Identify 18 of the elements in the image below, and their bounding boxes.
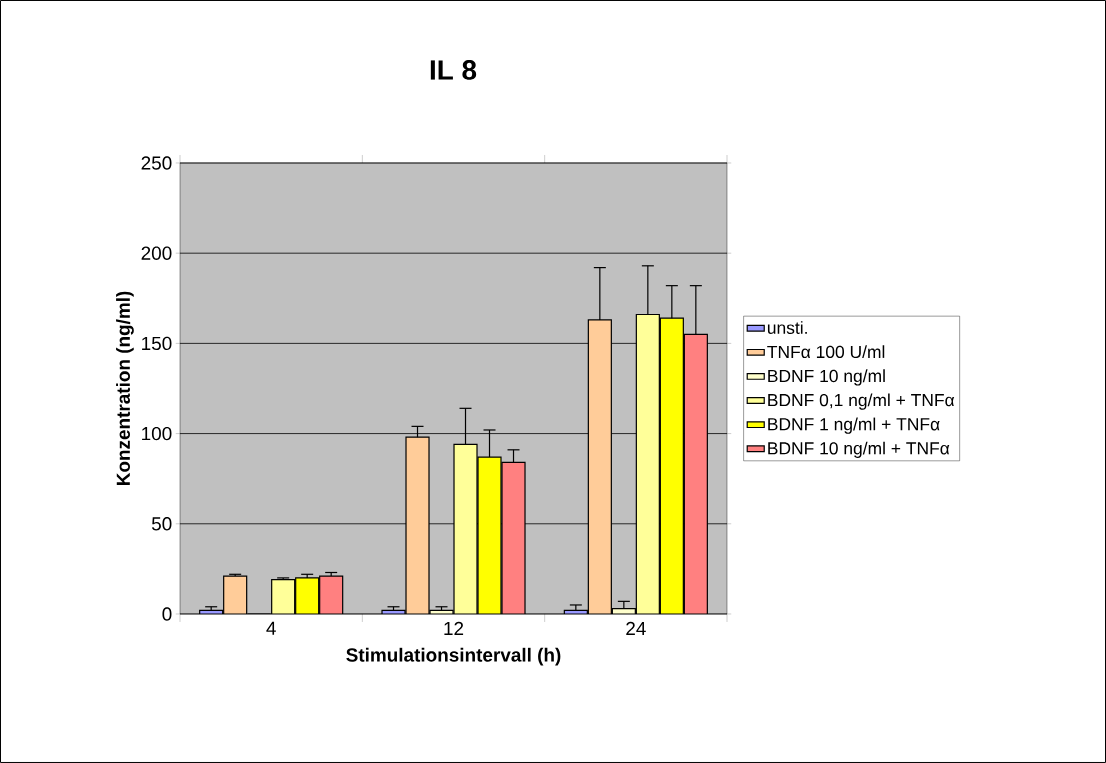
y-axis-title: Konzentration (ng/ml)	[116, 291, 134, 486]
legend-label: BDNF 1 ng/ml + TNFα	[768, 417, 940, 434]
legend-label: BDNF 0,1 ng/ml + TNFα	[768, 393, 955, 410]
legend-label: TNFα 100 U/ml	[767, 345, 885, 359]
x-tick-label: 12	[444, 621, 464, 635]
y-tick-label: 150	[142, 336, 172, 351]
x-tick-label: 4	[266, 621, 276, 635]
y-tick-label: 100	[142, 426, 172, 441]
y-tick-label: 50	[151, 517, 172, 531]
legend-label: BDNF 10 ng/ml + TNFα	[768, 441, 950, 458]
chart-title: IL 8	[430, 60, 477, 80]
x-axis-title: Stimulationsintervall (h)	[346, 647, 561, 666]
legend-label: unsti.	[767, 321, 807, 334]
legend-label: BDNF 10 ng/ml	[768, 369, 885, 386]
y-tick-label: 200	[141, 246, 172, 260]
y-tick-label: 0	[162, 607, 172, 621]
y-tick-label: 250	[141, 156, 172, 170]
x-tick-label: 24	[626, 621, 646, 635]
